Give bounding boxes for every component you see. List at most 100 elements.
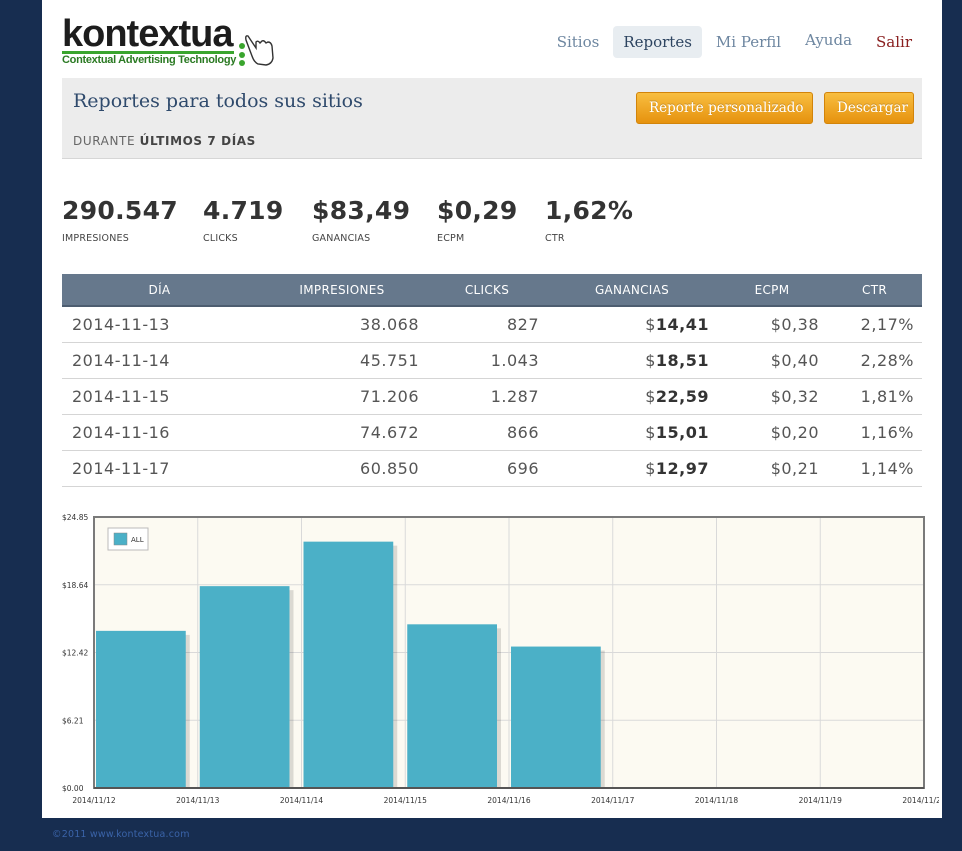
bar [199, 586, 290, 788]
cell-impressions: 71.206 [257, 378, 427, 415]
cell-clicks: 866 [427, 414, 547, 451]
cell-day: 2014-11-17 [62, 450, 257, 487]
footer-copyright[interactable]: ©2011 www.kontextua.com [52, 829, 190, 840]
table-row: 2014-11-13 38.068 827 $14,41 $0,38 2,17% [62, 306, 922, 343]
x-tick-label: 2014/11/17 [591, 796, 634, 805]
cell-earnings: $15,01 [547, 414, 717, 451]
cell-day: 2014-11-15 [62, 378, 257, 415]
cell-clicks: 1.287 [427, 378, 547, 415]
cell-impressions: 74.672 [257, 414, 427, 451]
stat-value: $0,29 [437, 196, 518, 225]
nav-reportes[interactable]: Reportes [613, 26, 702, 58]
table-row: 2014-11-14 45.751 1.043 $18,51 $0,40 2,2… [62, 342, 922, 379]
stat-value: 4.719 [203, 196, 284, 225]
legend-label: ALL [131, 536, 144, 544]
x-tick-label: 2014/11/12 [72, 796, 115, 805]
pointing-hand-icon [239, 35, 274, 66]
earnings-value: 14,41 [655, 314, 709, 334]
stat-label: IMPRESIONES [62, 233, 129, 244]
cell-ecpm: $0,40 [717, 342, 827, 379]
cell-impressions: 38.068 [257, 306, 427, 343]
earnings-value: 15,01 [655, 422, 709, 442]
y-tick-label: $12.42 [62, 649, 88, 658]
period-value: ÚLTIMOS 7 DÍAS [139, 134, 256, 148]
stat-value: 290.547 [62, 196, 178, 225]
x-tick-label: 2014/11/20 [902, 796, 939, 805]
main-nav: Sitios Reportes Mi Perfil Ayuda Salir [547, 26, 922, 58]
y-tick-label: $6.21 [62, 716, 84, 725]
kontextua-logo[interactable]: kontextua Contextual Advertising Technol… [62, 13, 277, 70]
col-header-ecpm[interactable]: ECPM [717, 274, 827, 307]
page-title: Reportes para todos sus sitios [73, 90, 363, 112]
y-tick-label: $24.85 [62, 513, 88, 522]
table-header-row: DÍA IMPRESIONES CLICKS GANANCIAS ECPM CT… [62, 274, 922, 307]
y-tick-label: $0.00 [62, 784, 84, 793]
custom-report-button[interactable]: Reporte personalizado [636, 92, 813, 124]
stat-earnings: $83,49 GANANCIAS [312, 196, 410, 244]
cell-impressions: 45.751 [257, 342, 427, 379]
stat-clicks: 4.719 CLICKS [203, 196, 284, 244]
cell-earnings: $12,97 [547, 450, 717, 487]
earnings-value: 18,51 [655, 350, 709, 370]
cell-ecpm: $0,20 [717, 414, 827, 451]
earnings-value: 22,59 [655, 386, 709, 406]
currency-symbol: $ [645, 314, 656, 334]
col-header-clicks[interactable]: CLICKS [427, 274, 547, 307]
cell-ecpm: $0,32 [717, 378, 827, 415]
legend-swatch [113, 532, 128, 546]
stat-label: CTR [545, 233, 565, 244]
cell-earnings: $14,41 [547, 306, 717, 343]
cell-ctr: 1,14% [827, 450, 922, 487]
stat-ecpm: $0,29 ECPM [437, 196, 518, 244]
currency-symbol: $ [645, 350, 656, 370]
bar [303, 541, 394, 788]
download-button[interactable]: Descargar [824, 92, 914, 124]
cell-ecpm: $0,21 [717, 450, 827, 487]
cell-earnings: $18,51 [547, 342, 717, 379]
stat-impressions: 290.547 IMPRESIONES [62, 196, 178, 244]
col-header-ctr[interactable]: CTR [827, 274, 922, 307]
nav-ayuda[interactable]: Ayuda [805, 31, 853, 49]
page-container: kontextua Contextual Advertising Technol… [42, 0, 942, 818]
bar [407, 624, 497, 788]
bar [96, 630, 186, 788]
cell-ctr: 1,16% [827, 414, 922, 451]
stat-label: CLICKS [203, 233, 238, 244]
col-header-impressions[interactable]: IMPRESIONES [257, 274, 427, 307]
col-header-earnings[interactable]: GANANCIAS [547, 274, 717, 307]
cell-ctr: 2,17% [827, 306, 922, 343]
nav-sitios[interactable]: Sitios [556, 33, 600, 51]
cell-day: 2014-11-14 [62, 342, 257, 379]
earnings-bar-chart: $24.85 $18.64 $12.42 $6.21 $0.00 2014/11/12 20… [62, 513, 939, 805]
table-row: 2014-11-16 74.672 866 $15,01 $0,20 1,16% [62, 414, 922, 451]
bar [511, 646, 601, 788]
nav-mi-perfil[interactable]: Mi Perfil [715, 33, 782, 51]
cell-earnings: $22,59 [547, 378, 717, 415]
table-row: 2014-11-17 60.850 696 $12,97 $0,21 1,14% [62, 450, 922, 487]
period-label: DURANTE ÚLTIMOS 7 DÍAS [73, 134, 256, 148]
period-prefix: DURANTE [73, 134, 136, 148]
table-row: 2014-11-15 71.206 1.287 $22,59 $0,32 1,8… [62, 378, 922, 415]
cell-impressions: 60.850 [257, 450, 427, 487]
col-header-day[interactable]: DÍA [62, 274, 257, 307]
currency-symbol: $ [645, 458, 656, 478]
cell-ecpm: $0,38 [717, 306, 827, 343]
nav-salir[interactable]: Salir [876, 33, 912, 51]
stat-value: 1,62% [545, 196, 634, 225]
x-tick-label: 2014/11/16 [487, 796, 530, 805]
currency-symbol: $ [645, 422, 656, 442]
x-tick-label: 2014/11/15 [384, 796, 427, 805]
cell-day: 2014-11-16 [62, 414, 257, 451]
stat-ctr: 1,62% CTR [545, 196, 633, 244]
daily-report-table: DÍA IMPRESIONES CLICKS GANANCIAS ECPM CT… [62, 274, 922, 487]
cell-clicks: 696 [427, 450, 547, 487]
cell-day: 2014-11-13 [62, 306, 257, 343]
logo-wordmark: kontextua [62, 13, 233, 55]
stat-label: ECPM [437, 233, 465, 244]
cell-ctr: 1,81% [827, 378, 922, 415]
y-tick-label: $18.64 [62, 581, 88, 590]
x-tick-label: 2014/11/13 [176, 796, 219, 805]
stat-value: $83,49 [312, 196, 411, 225]
x-tick-label: 2014/11/19 [799, 796, 842, 805]
x-tick-label: 2014/11/14 [280, 796, 323, 805]
